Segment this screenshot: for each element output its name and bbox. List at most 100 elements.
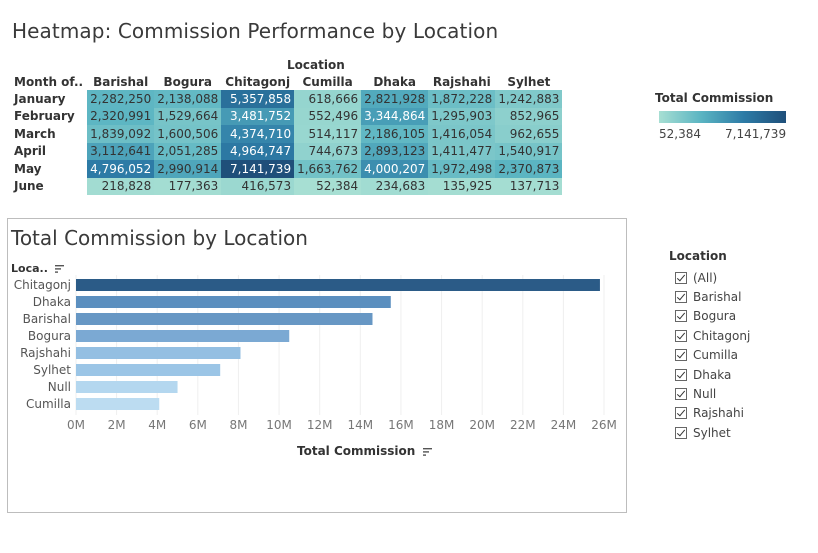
filter-item-barishal[interactable]: Barishal (675, 287, 750, 306)
filter-item-rajshahi[interactable]: Rajshahi (675, 404, 750, 423)
heatmap-cell[interactable]: 2,990,914 (154, 160, 222, 178)
checkbox-checked-icon[interactable] (675, 368, 687, 381)
heatmap-cell[interactable]: 852,965 (495, 107, 563, 125)
heatmap-cell[interactable]: 744,673 (294, 142, 362, 160)
row-label-june[interactable]: June (11, 177, 88, 195)
filter-item-all[interactable]: (All) (675, 268, 750, 287)
heatmap-cell[interactable]: 1,295,903 (428, 107, 496, 125)
checkbox-checked-icon[interactable] (675, 407, 687, 420)
bar-null[interactable] (76, 381, 178, 393)
bar-bogura[interactable] (76, 330, 290, 342)
filter-item-label: Bogura (693, 309, 737, 324)
heatmap-cell[interactable]: 7,141,739 (221, 160, 295, 178)
category-label-null[interactable]: Null (48, 380, 71, 394)
row-label-april[interactable]: April (11, 142, 88, 160)
sort-descending-icon[interactable] (422, 447, 432, 456)
category-label-barishal[interactable]: Barishal (23, 312, 71, 326)
heatmap-cell[interactable]: 4,964,747 (221, 142, 295, 160)
x-tick-label: 4M (148, 418, 166, 432)
column-header-rajshahi[interactable]: Rajshahi (432, 75, 491, 89)
heatmap-cell[interactable]: 1,411,477 (428, 142, 496, 160)
checkbox-checked-icon[interactable] (675, 310, 687, 323)
heatmap-cell[interactable]: 1,416,054 (428, 125, 496, 143)
heatmap-cell[interactable]: 218,828 (87, 177, 155, 195)
heatmap-cell[interactable]: 4,000,207 (361, 160, 429, 178)
heatmap-cell[interactable]: 1,529,664 (154, 107, 222, 125)
category-label-rajshahi[interactable]: Rajshahi (20, 346, 71, 360)
row-label-february[interactable]: February (11, 107, 88, 125)
heatmap-cell[interactable]: 1,600,506 (154, 125, 222, 143)
heatmap-cell[interactable]: 2,282,250 (87, 90, 155, 108)
heatmap-cell[interactable]: 962,655 (495, 125, 563, 143)
heatmap-cell[interactable]: 135,925 (428, 177, 496, 195)
heatmap-cell[interactable]: 2,320,991 (87, 107, 155, 125)
filter-item-cumilla[interactable]: Cumilla (675, 346, 750, 365)
category-label-cumilla[interactable]: Cumilla (26, 397, 71, 411)
heatmap-cell[interactable]: 3,112,641 (87, 142, 155, 160)
heatmap-cell[interactable]: 4,374,710 (221, 125, 295, 143)
category-label-sylhet[interactable]: Sylhet (33, 363, 71, 377)
heatmap-cell[interactable]: 2,821,928 (361, 90, 429, 108)
heatmap-cell[interactable]: 618,666 (294, 90, 362, 108)
heatmap-cell[interactable]: 2,051,285 (154, 142, 222, 160)
heatmap-cell[interactable]: 1,663,762 (294, 160, 362, 178)
heatmap-cell[interactable]: 137,713 (495, 177, 563, 195)
bar-chitagonj[interactable] (76, 279, 600, 291)
column-header-chitagonj[interactable]: Chitagonj (225, 75, 291, 89)
checkbox-checked-icon[interactable] (675, 271, 687, 284)
column-header-bogura[interactable]: Bogura (163, 75, 213, 89)
month-row-header[interactable]: Month of.. (14, 75, 84, 89)
column-header-cumilla[interactable]: Cumilla (302, 75, 353, 89)
column-header-sylhet[interactable]: Sylhet (507, 75, 551, 89)
category-label-chitagonj[interactable]: Chitagonj (14, 278, 71, 292)
heatmap-cell[interactable]: 1,972,498 (428, 160, 496, 178)
row-label-march[interactable]: March (11, 125, 88, 143)
heatmap-cell[interactable]: 1,872,228 (428, 90, 496, 108)
x-tick-label: 8M (229, 418, 247, 432)
color-legend-title: Total Commission (655, 91, 774, 105)
column-header-dhaka[interactable]: Dhaka (373, 75, 417, 89)
bar-sylhet[interactable] (76, 364, 221, 376)
heatmap-cell[interactable]: 3,481,752 (221, 107, 295, 125)
filter-item-sylhet[interactable]: Sylhet (675, 423, 750, 442)
heatmap-cell[interactable]: 2,370,873 (495, 160, 563, 178)
heatmap-row-april: April 3,112,641 2,051,285 4,964,747 744,673 2… (11, 142, 563, 160)
bar-cumilla[interactable] (76, 398, 160, 410)
x-axis-title[interactable]: Total Commission (297, 444, 432, 458)
heatmap-cell[interactable]: 177,363 (154, 177, 222, 195)
checkbox-checked-icon[interactable] (675, 291, 687, 304)
column-header-barishal[interactable]: Barishal (93, 75, 149, 89)
bar-rajshahi[interactable] (76, 347, 241, 359)
filter-item-null[interactable]: Null (675, 384, 750, 403)
category-label-dhaka[interactable]: Dhaka (33, 295, 71, 309)
bar-dhaka[interactable] (76, 296, 391, 308)
checkbox-checked-icon[interactable] (675, 349, 687, 362)
row-label-january[interactable]: January (11, 90, 88, 108)
heatmap-cell[interactable]: 1,839,092 (87, 125, 155, 143)
checkbox-checked-icon[interactable] (675, 388, 687, 401)
location-axis-field[interactable]: Loca.. (11, 262, 64, 275)
filter-item-dhaka[interactable]: Dhaka (675, 365, 750, 384)
heatmap-cell[interactable]: 552,496 (294, 107, 362, 125)
heatmap-cell[interactable]: 4,796,052 (87, 160, 155, 178)
filter-item-bogura[interactable]: Bogura (675, 307, 750, 326)
location-filter-title: Location (669, 249, 727, 263)
row-label-may[interactable]: May (11, 160, 88, 178)
category-label-bogura[interactable]: Bogura (28, 329, 71, 343)
checkbox-checked-icon[interactable] (675, 329, 687, 342)
heatmap-cell[interactable]: 234,683 (361, 177, 429, 195)
heatmap-cell[interactable]: 1,242,883 (495, 90, 563, 108)
filter-item-chitagonj[interactable]: Chitagonj (675, 326, 750, 345)
heatmap-cell[interactable]: 3,344,864 (361, 107, 429, 125)
checkbox-checked-icon[interactable] (675, 426, 687, 439)
heatmap-cell[interactable]: 52,384 (294, 177, 362, 195)
bar-barishal[interactable] (76, 313, 373, 325)
heatmap-cell[interactable]: 2,186,105 (361, 125, 429, 143)
sort-descending-icon[interactable] (54, 265, 64, 273)
heatmap-cell[interactable]: 416,573 (221, 177, 295, 195)
heatmap-cell[interactable]: 2,138,088 (154, 90, 222, 108)
heatmap-cell[interactable]: 1,540,917 (495, 142, 563, 160)
heatmap-cell[interactable]: 2,893,123 (361, 142, 429, 160)
heatmap-cell[interactable]: 514,117 (294, 125, 362, 143)
heatmap-cell[interactable]: 5,357,858 (221, 90, 295, 108)
